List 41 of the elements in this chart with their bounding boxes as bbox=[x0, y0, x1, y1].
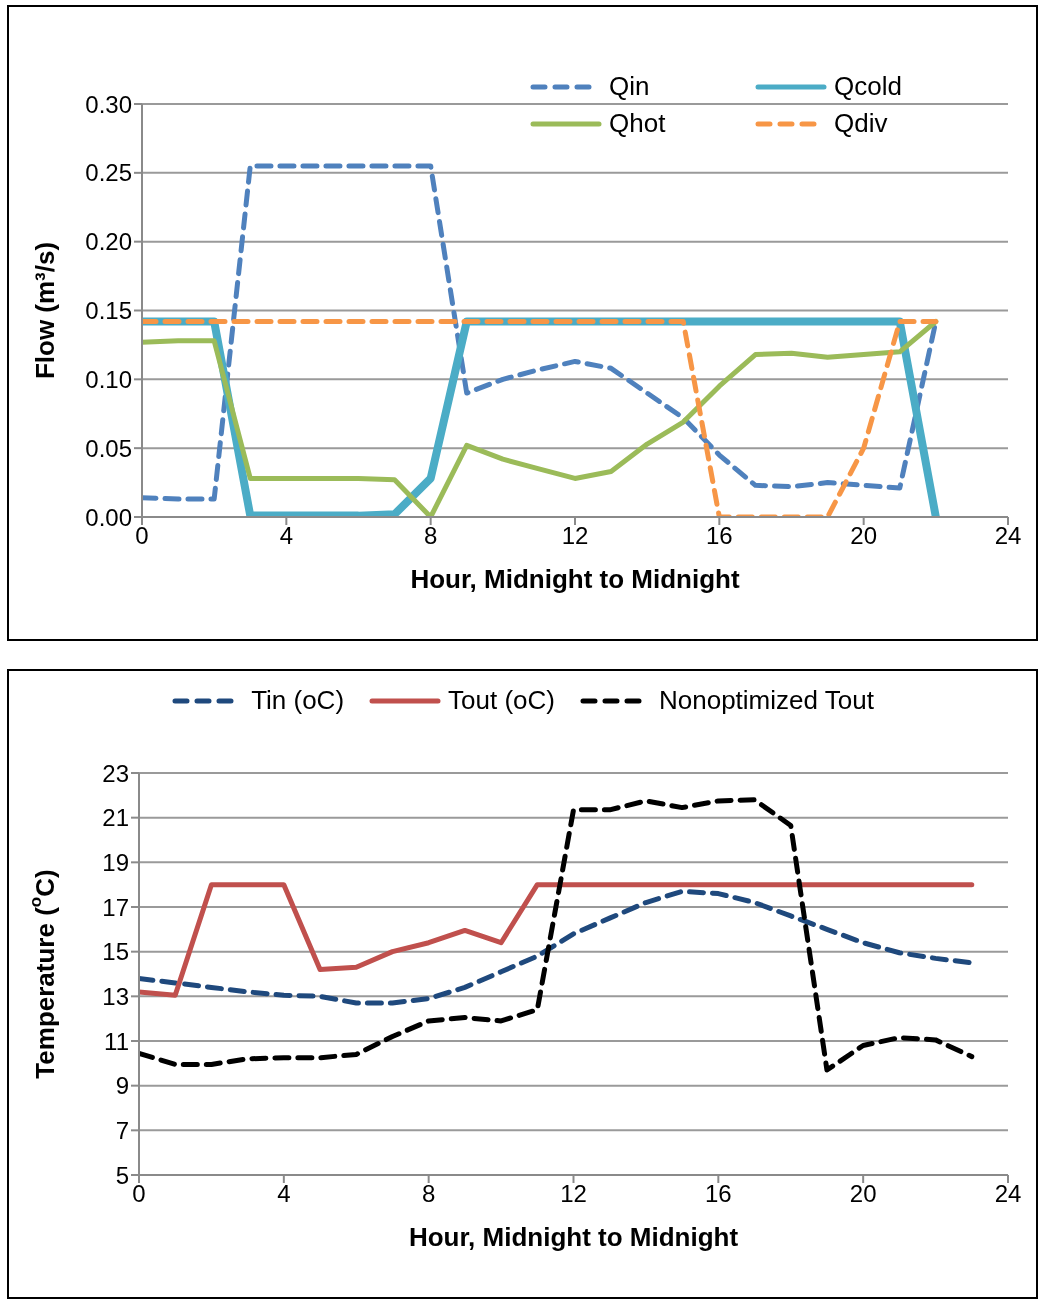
y-tick-label: 17 bbox=[102, 893, 129, 921]
legend-label: Qhot bbox=[609, 108, 666, 139]
x-tick-label: 4 bbox=[279, 522, 294, 550]
x-tick-label: 16 bbox=[705, 522, 733, 550]
x-tick-label: 24 bbox=[994, 522, 1022, 550]
x-tick-label: 8 bbox=[423, 522, 438, 550]
x-tick-label: 12 bbox=[560, 1180, 587, 1208]
x-tick-label: 4 bbox=[277, 1180, 291, 1208]
y-tick-label: 0.20 bbox=[85, 228, 132, 256]
y-tick-label: 13 bbox=[102, 982, 129, 1010]
x-tick-label: 8 bbox=[421, 1180, 436, 1208]
y-tick-label: 0.15 bbox=[85, 297, 132, 325]
y-tick-label: 11 bbox=[104, 1027, 129, 1055]
y-tick-label: 21 bbox=[102, 804, 129, 832]
y-tick-label: 5 bbox=[115, 1161, 129, 1189]
y-tick-label: 9 bbox=[115, 1072, 129, 1100]
y-tick-label: 0.30 bbox=[85, 90, 132, 118]
legend-label: Qcold bbox=[834, 71, 902, 102]
x-tick-label: 20 bbox=[849, 1180, 877, 1208]
x-tick-label: 12 bbox=[561, 522, 589, 550]
legend-label: Qdiv bbox=[834, 108, 888, 139]
x-axis-title: Hour, Midnight to Midnight bbox=[410, 564, 740, 594]
x-tick-label: 24 bbox=[994, 1180, 1022, 1208]
y-tick-label: 19 bbox=[102, 848, 129, 876]
x-tick-label: 0 bbox=[132, 1180, 146, 1208]
x-tick-label: 16 bbox=[704, 1180, 732, 1208]
y-tick-label: 0.10 bbox=[85, 365, 132, 393]
y-tick-label: 15 bbox=[102, 938, 129, 966]
y-tick-label: 0.25 bbox=[85, 159, 132, 187]
x-axis-title: Hour, Midnight to Midnight bbox=[408, 1222, 739, 1252]
legend-label: Nonoptimized Tout bbox=[658, 685, 874, 716]
x-tick-label: 0 bbox=[135, 522, 149, 550]
y-axis-title: Flow (m³/s) bbox=[30, 241, 60, 380]
y-tick-label: 7 bbox=[115, 1116, 129, 1144]
legend-label: Tout (oC) bbox=[448, 685, 555, 716]
y-tick-label: 23 bbox=[102, 759, 129, 787]
x-tick-label: 20 bbox=[850, 522, 878, 550]
legend-label: Qin bbox=[609, 71, 650, 102]
y-tick-label: 0.00 bbox=[85, 503, 132, 531]
y-tick-label: 0.05 bbox=[85, 434, 132, 462]
legend-label: Tin (oC) bbox=[251, 685, 345, 716]
